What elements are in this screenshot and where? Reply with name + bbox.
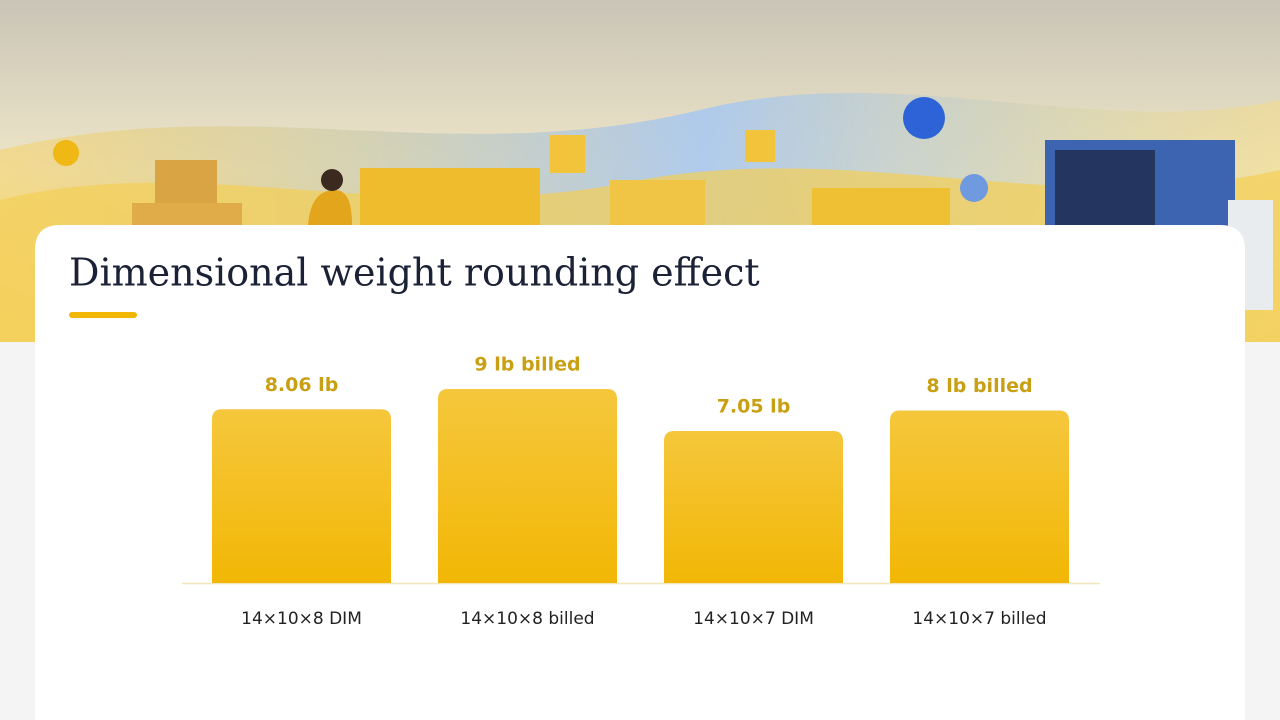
card xyxy=(35,225,1245,720)
bar xyxy=(212,409,391,583)
value-label: 8.06 lb xyxy=(265,374,339,396)
value-label: 8 lb billed xyxy=(926,375,1032,397)
title-underline xyxy=(69,312,137,318)
value-label: 9 lb billed xyxy=(474,354,580,376)
chart-title: Dimensional weight rounding effect xyxy=(69,251,760,295)
bar xyxy=(438,389,617,583)
category-label: 14×10×8 billed xyxy=(460,609,594,629)
category-label: 14×10×7 DIM xyxy=(693,609,814,629)
value-label: 7.05 lb xyxy=(717,396,791,418)
bar xyxy=(890,410,1069,583)
category-label: 14×10×8 DIM xyxy=(241,609,362,629)
category-label: 14×10×7 billed xyxy=(912,609,1046,629)
bar xyxy=(664,431,843,583)
